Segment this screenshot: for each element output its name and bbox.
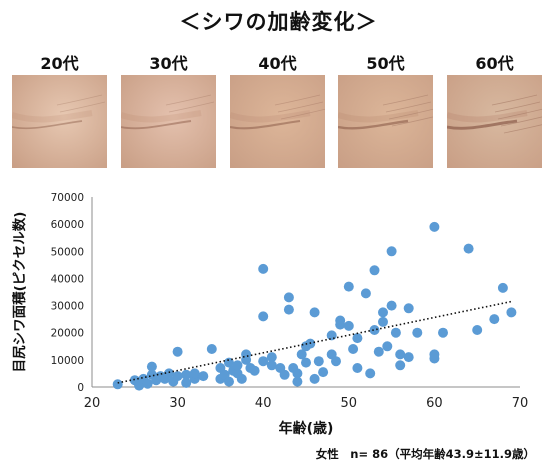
data-point [403, 303, 414, 314]
data-point [146, 361, 157, 372]
skin-photo [447, 75, 542, 168]
skin-photo [230, 75, 325, 168]
y-tick-label: 30000 [51, 301, 84, 313]
y-tick-label: 70000 [51, 192, 84, 204]
x-axis-title: 年齢(歳) [279, 420, 334, 437]
x-tick-label: 60 [426, 396, 443, 411]
data-point [249, 365, 260, 376]
data-point [497, 282, 508, 293]
x-tick-label: 30 [169, 396, 186, 411]
data-point [283, 304, 294, 315]
data-point [258, 311, 269, 322]
data-point [283, 292, 294, 303]
data-point [352, 363, 363, 373]
data-point [382, 341, 393, 352]
data-point [348, 344, 359, 354]
data-point [326, 330, 337, 341]
age-group-label: 30代 [149, 54, 188, 73]
data-point [318, 367, 329, 378]
data-point [172, 346, 183, 357]
data-point [181, 369, 192, 380]
data-point [309, 307, 320, 318]
y-tick-label: 50000 [51, 246, 84, 258]
data-point [390, 327, 401, 338]
data-point [395, 349, 406, 360]
data-point [181, 377, 192, 388]
data-point [236, 373, 247, 384]
sample-info: 女性 n= 86（平均年齢43.9±11.9歳） [315, 447, 535, 461]
data-point [224, 376, 234, 387]
data-point [403, 352, 414, 363]
data-point [112, 379, 123, 390]
data-point [292, 376, 303, 387]
data-point [335, 319, 346, 330]
skin-photo [12, 75, 107, 168]
data-point [412, 327, 423, 338]
y-tick-label: 40000 [51, 273, 84, 285]
data-point [352, 333, 363, 344]
data-point [206, 344, 217, 354]
data-point [309, 373, 320, 384]
x-tick-label: 70 [512, 396, 529, 411]
data-point [172, 371, 183, 382]
x-tick-label: 20 [84, 396, 101, 411]
data-point [343, 320, 354, 331]
data-point [472, 325, 483, 335]
data-point [386, 300, 397, 311]
age-group-label: 20代 [40, 54, 79, 73]
data-point [378, 316, 388, 327]
page-title: ＜シワの加齢変化＞ [179, 10, 378, 34]
data-point [343, 281, 354, 292]
skin-photo [121, 75, 216, 168]
data-point [429, 221, 440, 232]
data-point [296, 349, 307, 360]
data-point [429, 353, 440, 364]
data-point [395, 360, 406, 371]
y-axis-title: 目尻シワ面積(ピクセル数) [11, 212, 28, 373]
data-point [386, 246, 397, 257]
age-group-label: 50代 [366, 54, 405, 73]
age-group-label: 60代 [475, 54, 514, 73]
data-point [241, 349, 252, 360]
x-tick-label: 50 [341, 396, 358, 411]
data-point [369, 265, 380, 276]
data-point [258, 356, 269, 367]
y-tick-label: 0 [77, 382, 84, 394]
data-point [301, 357, 311, 368]
data-point [365, 368, 376, 379]
data-point [360, 288, 371, 299]
data-point [506, 307, 517, 318]
data-point [279, 369, 290, 380]
y-tick-label: 20000 [51, 328, 84, 340]
data-point [258, 263, 269, 274]
scatter-chart: 0 10000 20000 30000 40000 50000 60000 70000 20 30… [11, 192, 529, 437]
data-point [142, 378, 153, 389]
data-point [463, 243, 474, 254]
data-point [266, 360, 277, 371]
data-point [331, 356, 341, 367]
data-point [232, 360, 243, 371]
y-tick-label: 10000 [51, 355, 84, 367]
data-point [266, 352, 277, 363]
data-point [369, 325, 380, 335]
y-tick-label: 60000 [51, 219, 84, 231]
data-point [489, 314, 500, 325]
data-point [313, 356, 324, 367]
x-tick-label: 40 [255, 396, 272, 411]
data-point [373, 346, 384, 357]
data-point [198, 371, 209, 382]
skin-photo [338, 75, 433, 168]
trendline [117, 300, 512, 384]
data-point [378, 307, 388, 318]
data-point [438, 327, 448, 338]
data-point [164, 368, 174, 379]
data-point [189, 368, 200, 379]
data-point [292, 368, 303, 379]
age-group-label: 40代 [258, 54, 297, 73]
